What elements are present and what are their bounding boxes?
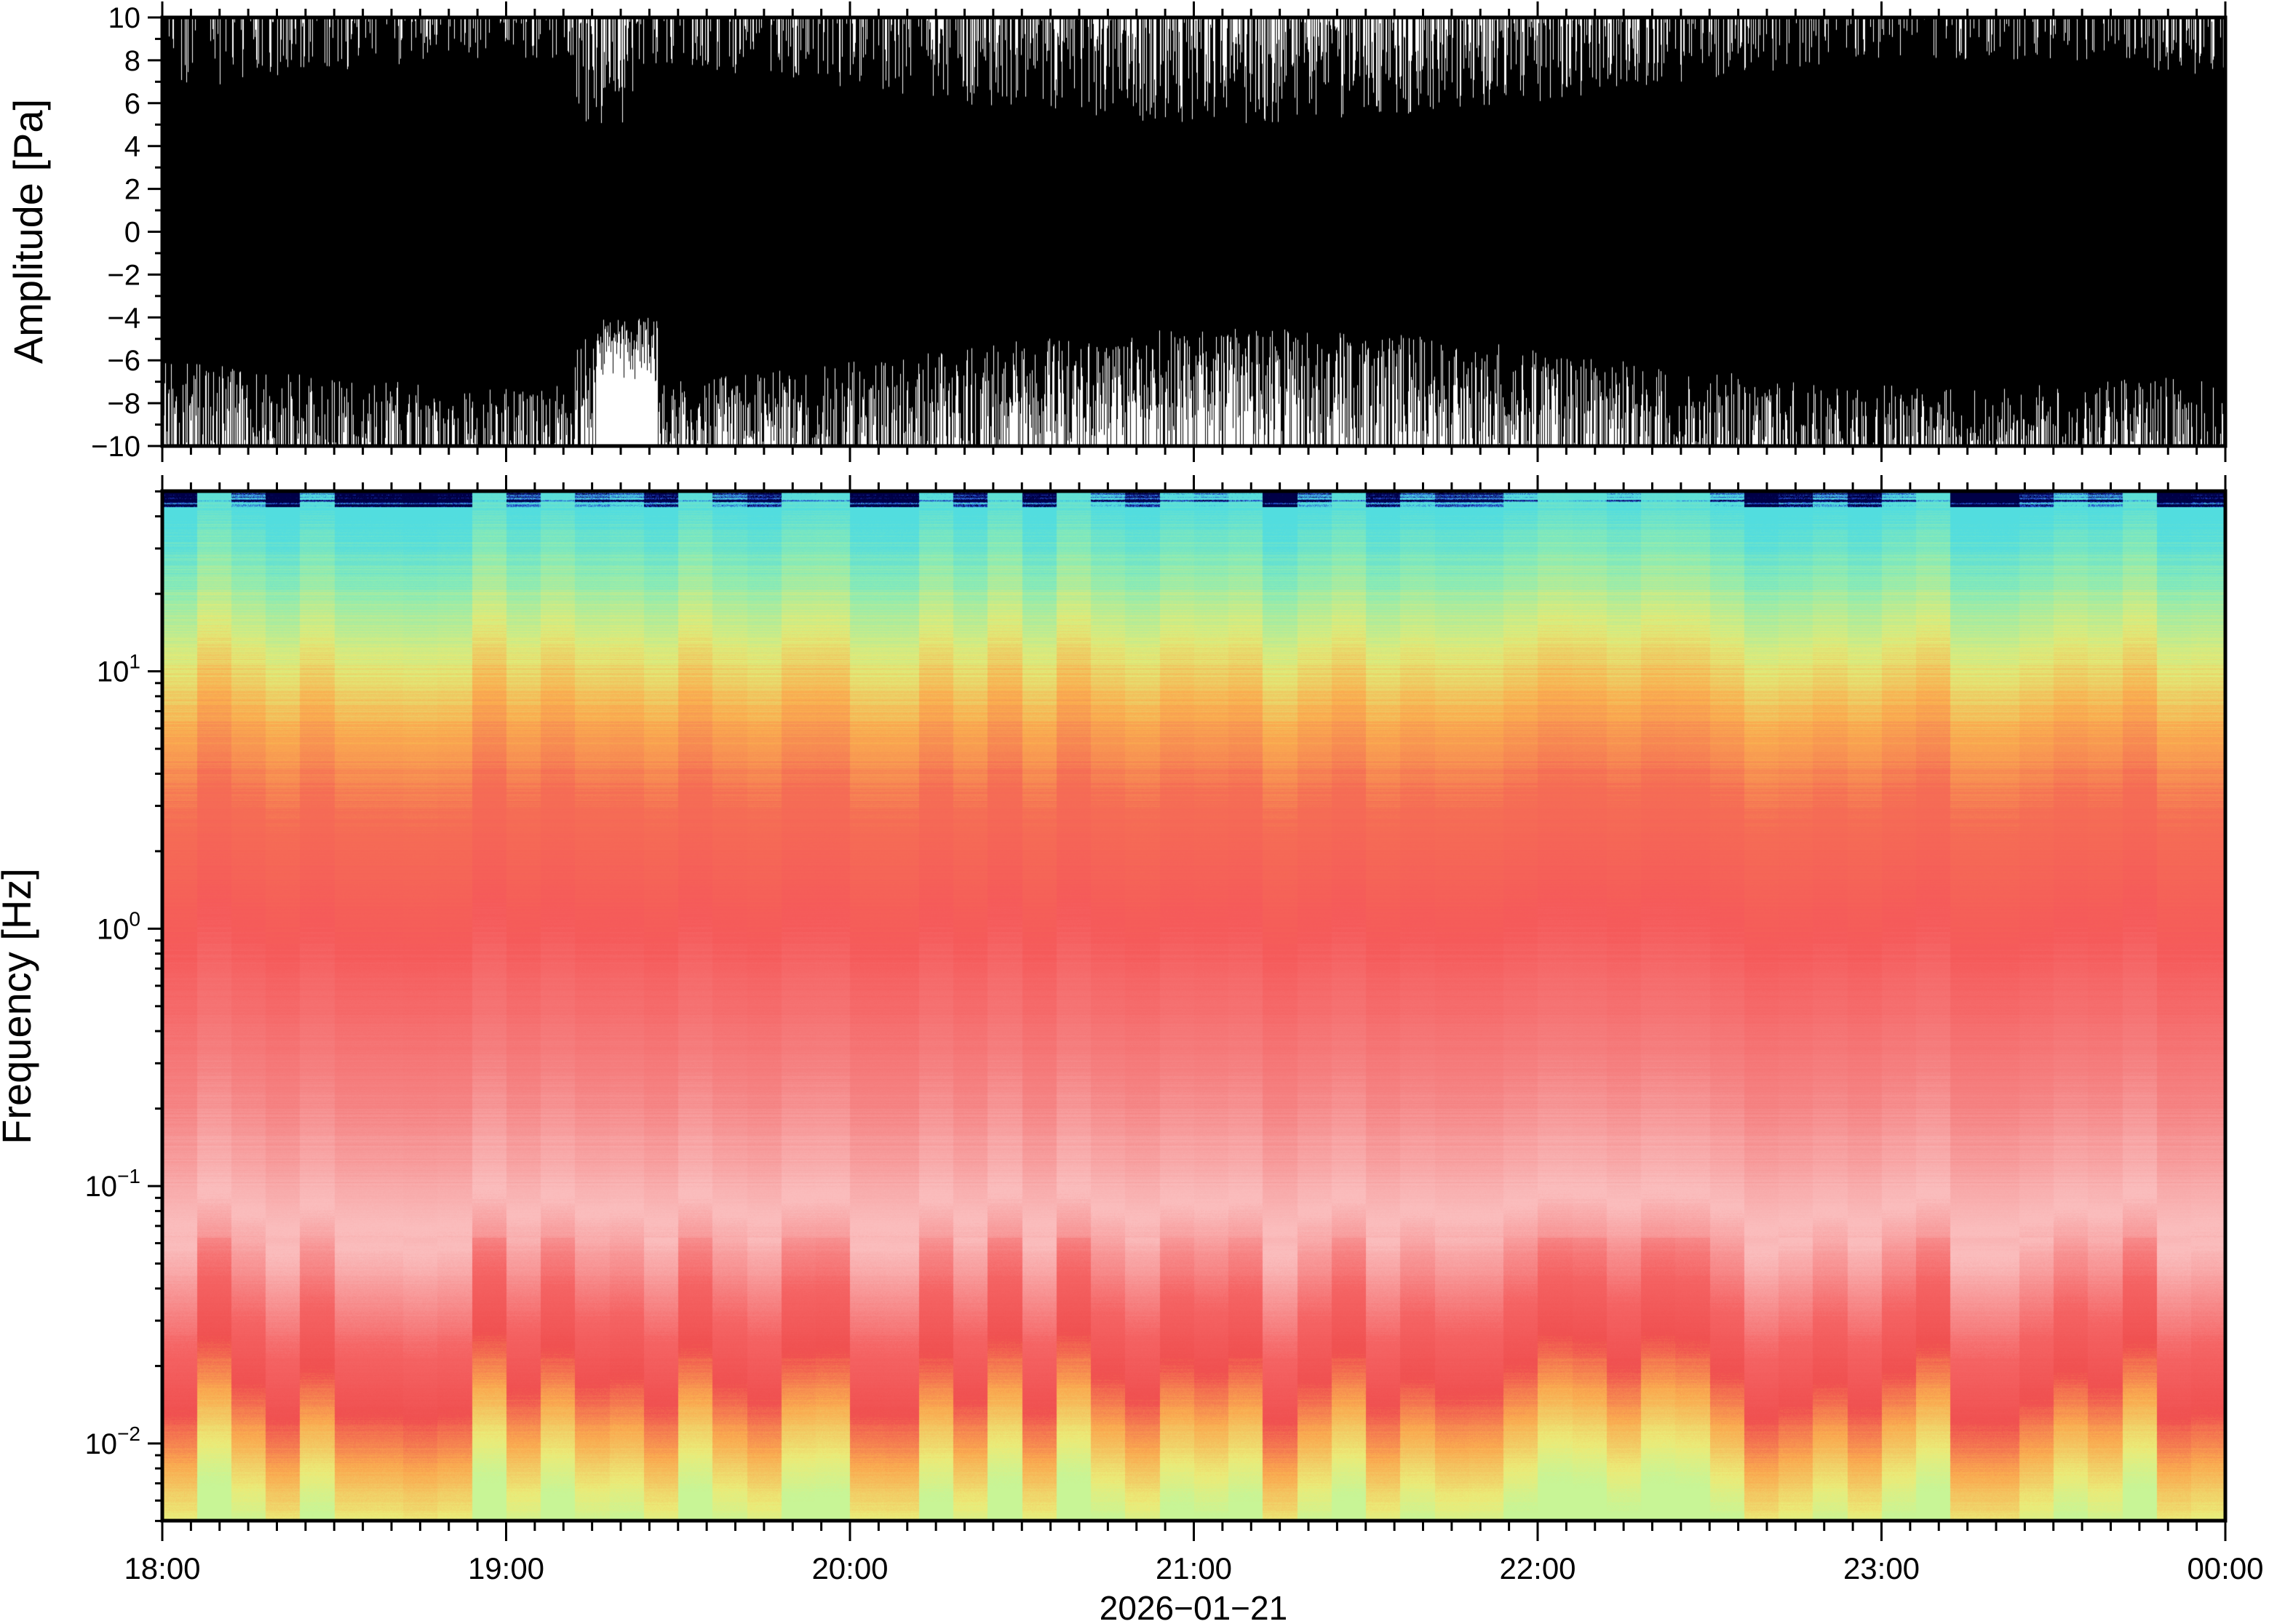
amplitude-plot-frame xyxy=(160,15,2228,448)
amplitude-tick-label: 4 xyxy=(124,131,140,163)
time-tick-label: 22:00 xyxy=(1499,1551,1575,1585)
amplitude-tick-label: −2 xyxy=(107,259,140,291)
amplitude-tick-label: −8 xyxy=(107,388,140,420)
time-tick-label: 00:00 xyxy=(2187,1551,2263,1585)
frequency-tick-label: 101 xyxy=(97,650,140,688)
amplitude-tick-label: −4 xyxy=(107,302,140,334)
frequency-axis-title: Frequency [Hz] xyxy=(0,868,39,1145)
amplitude-axis-title: Amplitude [Pa] xyxy=(5,99,51,364)
frequency-tick-label: 10−1 xyxy=(85,1165,140,1203)
frequency-tick-label: 100 xyxy=(97,907,140,945)
spectrogram-plot-frame xyxy=(160,489,2228,1523)
amplitude-tick-label: −6 xyxy=(107,345,140,377)
amplitude-tick-label: 10 xyxy=(108,2,141,34)
waveform-trace xyxy=(162,17,2225,446)
amplitude-tick-label: −10 xyxy=(91,431,140,463)
time-tick-label: 20:00 xyxy=(811,1551,888,1585)
time-tick-label: 19:00 xyxy=(468,1551,544,1585)
amplitude-tick-label: 6 xyxy=(124,88,140,120)
time-tick-label: 21:00 xyxy=(1156,1551,1232,1585)
spectrogram-image xyxy=(162,491,2225,1521)
time-tick-label: 18:00 xyxy=(124,1551,200,1585)
time-tick-label: 23:00 xyxy=(1843,1551,1920,1585)
amplitude-tick-label: 0 xyxy=(124,217,140,249)
amplitude-tick-label: 2 xyxy=(124,174,140,206)
frequency-tick-label: 10−2 xyxy=(85,1422,140,1460)
date-label: 2026−01−21 xyxy=(1100,1589,1287,1624)
amplitude-tick-label: 8 xyxy=(124,45,140,77)
